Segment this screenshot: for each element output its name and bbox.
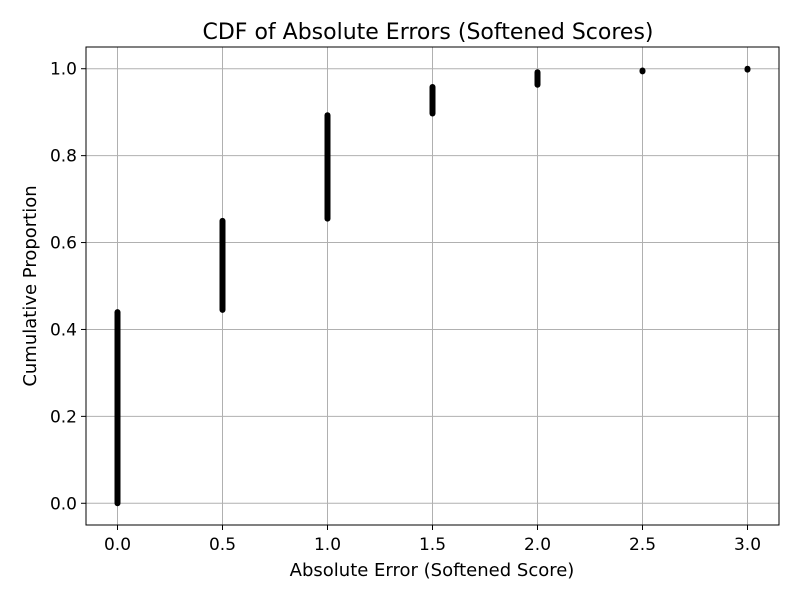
y-tick-label: 0.4 (50, 320, 77, 340)
grid-lines (86, 47, 779, 525)
y-tick-label: 0.2 (50, 407, 77, 427)
x-tick-label: 1.0 (314, 535, 341, 555)
y-tick-label: 0.6 (50, 234, 77, 254)
axis-ticks: 0.0 0.5 1.0 1.5 2.0 2.5 3.0 0.0 0.2 0.4 0.6 0.8 1.0 (50, 60, 761, 555)
x-tick-label: 3.0 (734, 535, 761, 555)
chart-title: CDF of Absolute Errors (Softened Scores) (203, 20, 654, 45)
y-tick-label: 1.0 (50, 60, 77, 80)
x-axis-label: Absolute Error (Softened Score) (290, 560, 575, 581)
x-tick-label: 2.0 (524, 535, 551, 555)
x-tick-label: 0.5 (209, 535, 236, 555)
x-tick-label: 1.5 (419, 535, 446, 555)
y-tick-label: 0.8 (50, 147, 77, 167)
data-points (114, 65, 751, 507)
y-axis-label: Cumulative Proportion (20, 185, 41, 386)
x-tick-label: 2.5 (629, 535, 656, 555)
y-tick-label: 0.0 (50, 494, 77, 514)
x-tick-label: 0.0 (104, 535, 131, 555)
